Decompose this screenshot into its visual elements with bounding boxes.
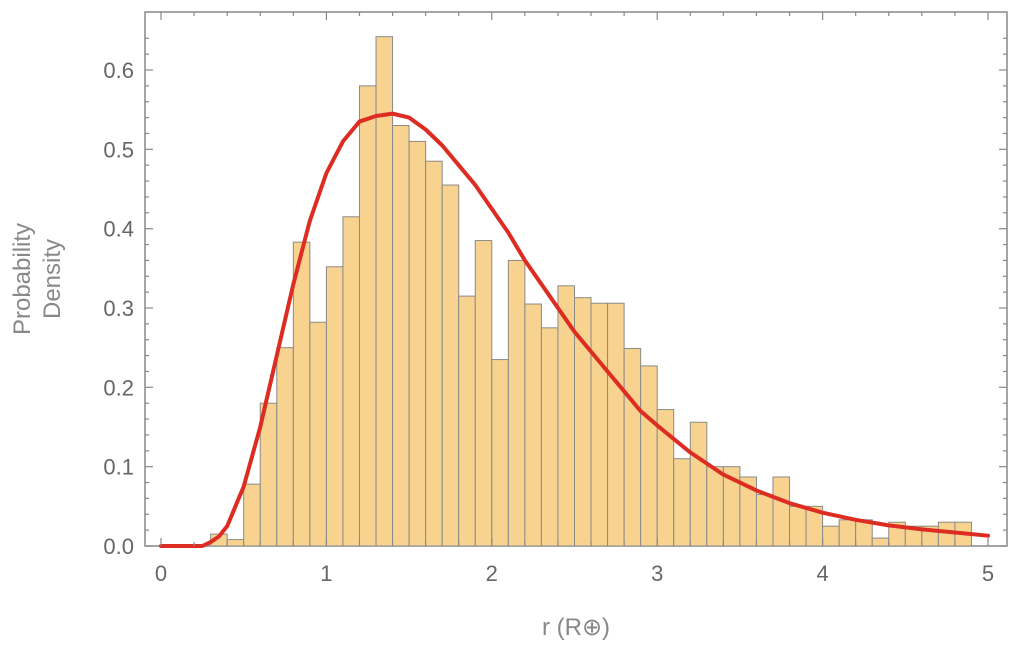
histogram-bar — [441, 184, 460, 547]
histogram-bar — [755, 493, 774, 547]
fit-curve-line — [159, 111, 990, 548]
histogram-bar — [623, 347, 642, 547]
y-tick-label: 0.5 — [103, 137, 134, 162]
y-tick-label: 0.6 — [103, 58, 134, 83]
histogram-bar — [524, 303, 542, 547]
y-tick-label: 0.3 — [103, 296, 134, 321]
histogram-bar — [491, 359, 509, 547]
histogram-bar — [474, 240, 493, 547]
histogram-bar — [871, 537, 890, 547]
histogram-bar — [392, 125, 410, 547]
histogram-bar — [689, 421, 708, 547]
histogram-bar — [425, 160, 443, 547]
x-tick-label: 1 — [320, 561, 332, 586]
histogram-bar — [838, 519, 857, 547]
histogram-bar — [640, 365, 658, 547]
x-tick-label: 3 — [651, 561, 663, 586]
histogram-bar — [607, 302, 625, 547]
x-axis-ticks: 0 1 2 3 4 5 — [155, 12, 994, 586]
histogram-bar — [540, 327, 559, 547]
histogram-bar — [507, 259, 526, 547]
histogram-bar — [458, 295, 476, 547]
histogram-bar — [590, 302, 609, 547]
histogram-bar — [226, 539, 245, 547]
histogram-bars — [210, 36, 972, 547]
y-axis-label-line-2: Density — [39, 239, 66, 319]
histogram-bar — [706, 466, 724, 547]
histogram-bar — [342, 216, 360, 547]
y-tick-label: 0.4 — [103, 217, 134, 242]
y-tick-label: 0.0 — [103, 534, 134, 559]
histogram-bar — [408, 140, 427, 547]
histogram-bar — [358, 85, 377, 547]
histogram-bar — [772, 476, 791, 547]
histogram-bar — [292, 241, 311, 547]
y-axis-label-line-1: Probability — [9, 223, 36, 335]
x-tick-label: 2 — [486, 561, 498, 586]
x-tick-label: 4 — [816, 561, 828, 586]
y-axis-label: Probability Density — [9, 223, 66, 335]
x-tick-label: 5 — [982, 561, 994, 586]
fit-curve-layer — [159, 111, 990, 548]
histogram-bar — [822, 525, 840, 547]
histogram-bar — [789, 505, 807, 547]
x-tick-label: 0 — [155, 561, 167, 586]
x-axis-label: r (R⊕) — [542, 614, 610, 641]
histogram-bar — [276, 347, 294, 547]
histogram-bar — [673, 458, 691, 547]
y-tick-label: 0.2 — [103, 375, 134, 400]
histogram-bar — [243, 483, 261, 547]
histogram-bar — [325, 266, 344, 547]
y-tick-label: 0.1 — [103, 455, 134, 480]
histogram-bar — [309, 321, 327, 547]
y-axis-ticks: 0.0 0.1 0.2 0.3 0.4 0.5 0.6 — [103, 37, 1007, 559]
